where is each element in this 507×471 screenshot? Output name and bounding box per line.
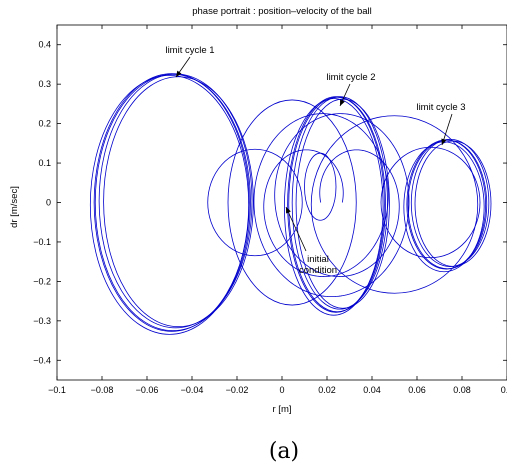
limit-cycle-3-label: limit cycle 3 (416, 102, 465, 113)
transient-loop (304, 152, 337, 221)
transient-trajectory (253, 113, 410, 298)
x-tick-label: 0 (279, 385, 284, 395)
x-tick-label: 0.04 (363, 385, 381, 395)
x-tick-label: 0.1 (501, 385, 507, 395)
x-axis-label: r [m] (273, 404, 292, 415)
limit-cycle-3-arrow-head (441, 138, 447, 145)
y-tick-label: 0 (46, 198, 51, 208)
y-tick-label: 0.1 (38, 158, 51, 168)
transient-loop (380, 146, 481, 259)
initial-condition-label: initial (307, 254, 329, 265)
limit-cycle-2-label: limit cycle 2 (326, 72, 375, 83)
y-tick-label: −0.3 (33, 316, 51, 326)
x-tick-label: −0.04 (181, 385, 204, 395)
limit-cycle-1-loop (103, 76, 254, 328)
limit-cycle-3-loop (406, 139, 487, 270)
chart-title: phase portrait : position–velocity of th… (192, 6, 372, 17)
limit-cycle-3-loop (410, 138, 490, 267)
plot-area (89, 73, 492, 335)
y-axis-label: dr [m/sec] (9, 186, 20, 228)
limit-cycle-1-arrow-head (176, 70, 182, 77)
axis-ticks: −0.1 −0.08 −0.06 −0.04 −0.02 0 0.02 0.04 0.06 0.0… (33, 25, 507, 395)
x-tick-label: 0.08 (453, 385, 471, 395)
transient-loop (207, 148, 303, 257)
transient-loop (310, 115, 479, 294)
y-tick-label: −0.1 (33, 237, 51, 247)
x-tick-label: −0.1 (48, 385, 66, 395)
limit-cycle-1-loop (93, 73, 250, 332)
x-tick-label: 0.02 (318, 385, 336, 395)
y-tick-label: 0.4 (38, 40, 51, 50)
limit-cycle-1-label: limit cycle 1 (165, 45, 214, 56)
initial-condition-arrow-line (285, 206, 307, 252)
initial-condition-label: condition (299, 265, 337, 276)
limit-cycle-2-loop (287, 96, 385, 313)
limit-cycle-1-loop (89, 74, 250, 335)
annotations: limit cycle 1 limit cycle 2 limit cycle 3 i… (165, 45, 465, 276)
x-tick-label: −0.06 (136, 385, 159, 395)
x-tick-label: −0.02 (226, 385, 249, 395)
limit-cycle-2-loop (295, 98, 390, 309)
y-tick-label: −0.2 (33, 276, 51, 286)
figure-caption: (a) (269, 439, 299, 464)
plot-frame (56, 24, 507, 381)
x-tick-label: −0.08 (91, 385, 114, 395)
y-tick-label: −0.4 (33, 355, 51, 365)
y-tick-label: 0.3 (38, 79, 51, 89)
transient-loop (227, 99, 357, 306)
limit-cycle-2-loop (284, 98, 384, 316)
x-tick-label: 0.06 (408, 385, 426, 395)
limit-cycle-2-arrow-head (340, 99, 345, 106)
limit-cycle-3-loop (403, 141, 485, 273)
initial-condition-arrow-head (286, 207, 291, 214)
y-tick-label: 0.2 (38, 119, 51, 129)
